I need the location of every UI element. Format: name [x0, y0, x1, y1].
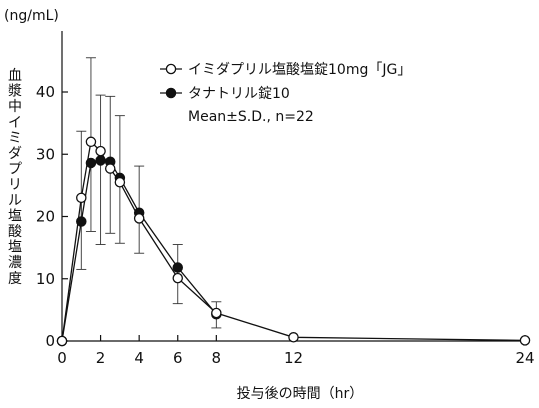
- x-tick-label-2: 2: [96, 349, 106, 367]
- y-axis-title-char: リ: [8, 177, 22, 193]
- x-tick-label-4: 4: [134, 349, 144, 367]
- data-point-series-1: [114, 177, 126, 188]
- y-axis-title-char: イ: [8, 115, 22, 131]
- y-tick-label-0: 0: [45, 332, 55, 350]
- series-markers: [56, 136, 531, 347]
- y-tick-label-40: 40: [36, 83, 55, 101]
- data-point-series-1: [76, 192, 87, 204]
- y-axis-title-char: プ: [8, 162, 22, 178]
- data-point-series-2: [85, 157, 97, 169]
- data-point-series-1: [85, 136, 97, 148]
- series-lines: [61, 140, 526, 342]
- error-bars: [76, 57, 222, 329]
- y-axis-title-char: 血: [8, 68, 22, 84]
- y-axis-title-char: 度: [8, 271, 22, 287]
- y-axis-title-char: ダ: [8, 146, 22, 162]
- series-line-1: [61, 140, 526, 342]
- x-tick-label-8: 8: [212, 349, 222, 367]
- legend-label-series-2: タナトリル錠10: [188, 86, 290, 102]
- data-point-series-1: [288, 332, 299, 343]
- x-tick-label-12: 12: [284, 349, 303, 367]
- y-axis-title-char: 漿: [8, 84, 22, 100]
- x-axis-title: 投与後の時間（hr）: [237, 386, 364, 402]
- y-tick-label-10: 10: [36, 270, 55, 288]
- y-axis-title-char: 塩: [8, 240, 22, 256]
- y-unit-label: (ng/mL): [4, 8, 59, 24]
- y-axis-title-char: 濃: [8, 255, 22, 271]
- y-axis-title-char: ル: [8, 193, 22, 209]
- x-tick-label-0: 0: [57, 349, 67, 367]
- legend-marker-series-2: [165, 87, 177, 99]
- data-point-series-1: [519, 335, 531, 346]
- legend-label-series-1: イミダプリル塩酸塩錠10mg「JG」: [188, 62, 411, 78]
- y-axis-title-char: 酸: [8, 224, 22, 240]
- data-point-series-1: [56, 335, 68, 347]
- y-axis-title-char: 中: [8, 99, 22, 115]
- data-point-series-1: [211, 307, 222, 319]
- x-tick-label-6: 6: [173, 349, 183, 367]
- data-point-series-2: [172, 262, 183, 273]
- y-axis-title-char: 塩: [8, 208, 22, 224]
- data-point-series-1: [133, 213, 145, 224]
- x-tick-label-24: 24: [515, 349, 534, 367]
- legend-note: Mean±S.D., n=22: [188, 109, 314, 125]
- data-point-series-1: [104, 163, 116, 174]
- y-tick-label-30: 30: [36, 145, 55, 163]
- data-point-series-1: [172, 272, 183, 284]
- data-point-series-1: [95, 145, 106, 157]
- y-tick-label-20: 20: [36, 208, 55, 226]
- legend: イミダプリル塩酸塩錠10mg「JG」 タナトリル錠10 Mean±S.D., n…: [160, 62, 411, 125]
- data-point-series-2: [95, 155, 106, 166]
- data-point-series-2: [76, 216, 87, 227]
- legend-marker-series-1: [165, 63, 177, 75]
- y-axis-title-char: ミ: [8, 130, 22, 146]
